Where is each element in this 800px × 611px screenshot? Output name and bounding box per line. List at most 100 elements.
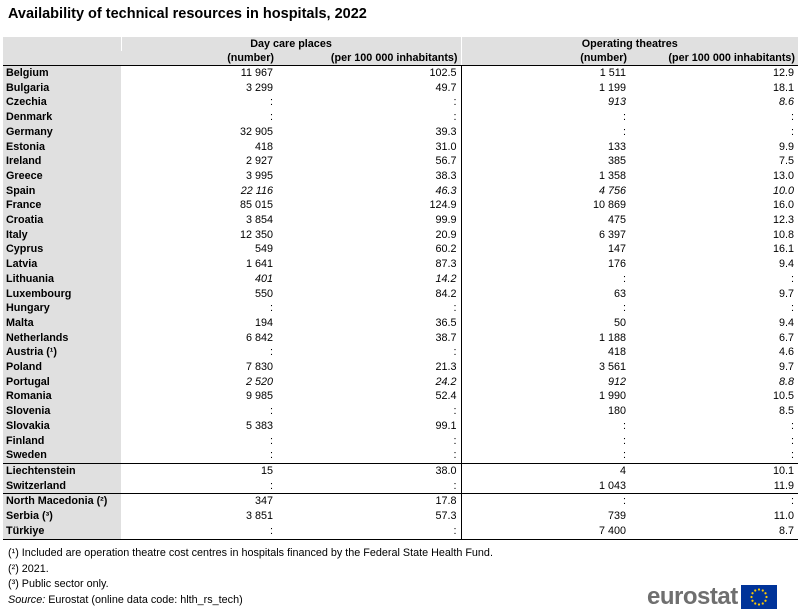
value-cell: 180 bbox=[608, 405, 627, 418]
country-cell: France bbox=[3, 198, 121, 214]
flag-star bbox=[750, 595, 753, 599]
country-cell: Hungary bbox=[3, 301, 121, 316]
country-cell: Ireland bbox=[3, 154, 121, 169]
value-cell: 46.3 bbox=[277, 183, 462, 199]
value-cell: 3 854 bbox=[245, 214, 273, 227]
table-row: Croatia 3 854 99.9 475 12.3 bbox=[3, 213, 798, 228]
country-cell: Luxembourg bbox=[3, 286, 121, 302]
value-cell: 739 bbox=[608, 510, 627, 523]
value-cell: : bbox=[623, 302, 627, 315]
flag-star bbox=[761, 602, 764, 605]
value-cell: 1 990 bbox=[598, 390, 627, 403]
table-row: Estonia 418 31.0 133 9.9 bbox=[3, 139, 798, 155]
country-cell: Spain bbox=[3, 183, 121, 199]
table-row: Germany 32 905 39.3:: bbox=[3, 124, 798, 140]
country-cell: Poland bbox=[3, 360, 121, 375]
value-cell: : bbox=[270, 434, 273, 447]
value-cell: 7 830 bbox=[245, 361, 273, 374]
value-cell: : bbox=[791, 449, 795, 462]
value-cell: : bbox=[270, 96, 273, 109]
country-cell: Bulgaria bbox=[3, 80, 121, 96]
value-cell: 1 199 bbox=[598, 81, 627, 94]
table-row: Ireland 2 927 56.7 385 7.5 bbox=[3, 154, 798, 169]
value-cell: 9.4 bbox=[779, 316, 795, 329]
value-cell: 550 bbox=[254, 287, 273, 300]
value-cell: : bbox=[270, 479, 273, 492]
value-cell: 38.7 bbox=[277, 330, 462, 346]
value-cell: : bbox=[277, 301, 462, 316]
table-row: Austria (¹):: 418 4.6 bbox=[3, 345, 798, 361]
value-cell: 10.8 bbox=[773, 228, 795, 241]
value-cell: : bbox=[277, 433, 462, 449]
value-cell: 102.5 bbox=[277, 65, 462, 81]
value-cell: 549 bbox=[254, 243, 273, 256]
value-cell: 1 358 bbox=[598, 169, 627, 182]
flag-star bbox=[761, 589, 764, 592]
value-cell: : bbox=[277, 95, 462, 111]
logo-text: eurostat bbox=[647, 583, 738, 610]
value-cell: 475 bbox=[608, 214, 627, 227]
country-cell: Slovakia bbox=[3, 418, 121, 434]
value-cell: 11 967 bbox=[240, 67, 273, 79]
value-cell: : bbox=[623, 449, 627, 462]
value-cell: 10 869 bbox=[592, 199, 627, 212]
value-cell: : bbox=[791, 125, 795, 138]
table-row: Romania 9 985 52.4 1 990 10.5 bbox=[3, 389, 798, 405]
corner-cell-2 bbox=[3, 51, 121, 66]
value-cell: 84.2 bbox=[277, 286, 462, 302]
footnote: (²) 2021. bbox=[8, 562, 49, 575]
value-cell: : bbox=[277, 404, 462, 419]
value-cell: 4 756 bbox=[598, 184, 627, 197]
value-cell: 12.3 bbox=[773, 214, 795, 227]
value-cell: 17.8 bbox=[277, 493, 462, 510]
flag-star bbox=[751, 592, 754, 595]
value-cell: 2 927 bbox=[245, 155, 273, 168]
value-cell: 7 400 bbox=[461, 523, 631, 540]
value-cell: 3 561 bbox=[598, 361, 627, 374]
value-cell: 49.7 bbox=[277, 80, 462, 96]
value-cell: 11.0 bbox=[773, 510, 795, 523]
table-row: France 85 015 124.9 10 869 16.0 bbox=[3, 198, 798, 214]
value-cell: 22 116 bbox=[240, 184, 273, 197]
table-row: Belgium 11 967 102.5 1 511 12.9 bbox=[3, 65, 798, 81]
value-cell: 9.7 bbox=[779, 361, 795, 374]
value-cell: 24.2 bbox=[277, 374, 462, 390]
value-cell: 56.7 bbox=[277, 154, 462, 169]
country-cell: Croatia bbox=[3, 213, 121, 228]
country-cell: Austria (¹) bbox=[3, 345, 121, 361]
value-cell: 13.0 bbox=[773, 169, 795, 182]
country-cell: Greece bbox=[3, 168, 121, 184]
value-cell: 11.9 bbox=[773, 479, 795, 492]
operating-theatres-header: Operating theatres bbox=[461, 37, 799, 51]
value-cell: 8.5 bbox=[779, 405, 795, 418]
value-cell: 147 bbox=[608, 243, 627, 256]
table-row: Finland:::: bbox=[3, 433, 798, 449]
flag-star bbox=[764, 592, 767, 595]
value-cell: 176 bbox=[608, 258, 627, 271]
value-cell: : bbox=[277, 478, 462, 494]
country-cell: Latvia bbox=[3, 257, 121, 272]
value-cell: 9.9 bbox=[779, 140, 795, 153]
table-row: Lithuania 401 14.2:: bbox=[3, 271, 798, 287]
footnote: (¹) Included are operation theatre cost … bbox=[8, 547, 493, 559]
table-row: Denmark:::: bbox=[3, 110, 798, 125]
table-row: Cyprus 549 60.2 147 16.1 bbox=[3, 242, 798, 258]
value-cell: 14.2 bbox=[277, 271, 462, 287]
value-cell: : bbox=[791, 419, 795, 432]
value-cell: 3 851 bbox=[245, 510, 273, 523]
country-cell: Netherlands bbox=[3, 330, 121, 346]
value-cell: 31.0 bbox=[277, 139, 462, 155]
value-cell: : bbox=[791, 111, 795, 124]
table-row: Switzerland:: 1 043 11.9 bbox=[3, 478, 798, 494]
value-cell: 418 bbox=[254, 140, 273, 153]
country-cell: Switzerland bbox=[3, 478, 121, 494]
value-cell: 52.4 bbox=[277, 389, 462, 405]
table-row: Greece 3 995 38.3 1 358 13.0 bbox=[3, 168, 798, 184]
value-cell: 6 842 bbox=[245, 331, 273, 344]
table-row: Hungary:::: bbox=[3, 301, 798, 316]
value-cell: 5 383 bbox=[245, 419, 273, 432]
table-row: Czechia:: 913 8.6 bbox=[3, 95, 798, 111]
table-row: Serbia (³) 3 851 57.3 739 11.0 bbox=[3, 509, 798, 524]
value-cell: 12.9 bbox=[773, 67, 795, 79]
value-cell: 10.5 bbox=[773, 390, 795, 403]
